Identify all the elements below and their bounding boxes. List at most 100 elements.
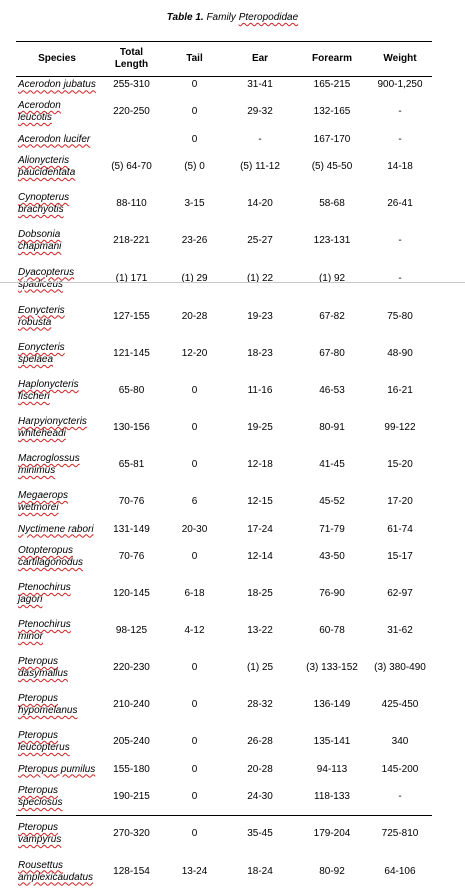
species-name-part: Pteropus pumilus xyxy=(18,763,96,775)
cell-tail: 6-18 xyxy=(184,588,205,599)
cell-weight: - xyxy=(398,272,402,284)
cell-tail: 0 xyxy=(191,828,198,839)
table-row: Pteropus vampyrus 270-320 0 35-45 179-204 725-… xyxy=(16,816,432,853)
measurements-table: Species Total Length Tail Ear Forearm We… xyxy=(16,41,432,891)
cell-species: Megaerops wetmorei xyxy=(16,484,98,521)
table-body: Acerodon jubatus 255-310 0 31-41 165-215 900-… xyxy=(16,77,432,891)
cell-tail: 4-12 xyxy=(184,625,205,636)
species-name-part: Otopteropus xyxy=(18,545,74,556)
species-name-part: leucotis xyxy=(18,112,52,123)
table-row: Acerodon jubatus 255-310 0 31-41 165-215 900-… xyxy=(16,77,432,94)
cell-tail: 0 xyxy=(191,551,198,562)
species-name-part: spadiceus xyxy=(18,278,64,290)
cell-forearm: 76-90 xyxy=(319,588,345,599)
cell-ear: 13-22 xyxy=(247,625,273,636)
cell-forearm: 71-79 xyxy=(319,523,345,535)
cell-total-length: 205-240 xyxy=(113,736,150,747)
cell-tail: 0 xyxy=(191,699,198,710)
cell-total-length: 130-156 xyxy=(113,422,150,433)
cell-species: Cynopterus brachyotis xyxy=(16,186,98,223)
cell-forearm: 67-82 xyxy=(319,310,345,322)
species-name-part: vampyrus xyxy=(18,834,62,845)
species-name-part: Ptenochirus xyxy=(18,582,71,593)
cell-tail: 13-24 xyxy=(181,865,208,877)
cell-weight: 900-1,250 xyxy=(377,79,423,91)
header-ear: Ear xyxy=(224,41,296,77)
cell-tail: (1) 29 xyxy=(181,272,208,284)
species-name-part: Cynopterus xyxy=(18,192,70,203)
cell-tail: 3-15 xyxy=(184,198,205,209)
cell-species: Pteropus pumilus xyxy=(16,761,98,779)
cell-forearm: 41-45 xyxy=(319,459,345,470)
cell-total-length: 190-215 xyxy=(113,791,150,802)
species-name-part: hypomelanus xyxy=(18,705,78,716)
cell-species: Pteropus vampyrus xyxy=(16,816,98,853)
cell-weight: 26-41 xyxy=(387,198,413,209)
cell-species: Acerodon jubatus xyxy=(16,77,98,94)
species-name-part: wetmorei xyxy=(18,502,59,513)
cell-forearm: (1) 92 xyxy=(318,272,346,284)
cell-forearm: 167-170 xyxy=(313,133,351,145)
cell-species: Rousettus amplexicaudatus xyxy=(16,853,98,891)
cell-species: Eonycteris spelaea xyxy=(16,336,98,373)
cell-forearm: 132-165 xyxy=(313,106,351,117)
cell-ear: (1) 25 xyxy=(246,662,274,673)
cell-tail: 20-30 xyxy=(181,523,208,535)
cell-species: Pteropus leucopterus xyxy=(16,724,98,761)
table-row: Pteropus dasymallus 220-230 0 (1) 25 (3) 133-… xyxy=(16,650,432,687)
bottom-rule xyxy=(16,815,432,816)
table-row: Harpyionycteris whiteheadi 130-156 0 19-25 80… xyxy=(16,410,432,447)
cell-weight: 99-122 xyxy=(384,422,416,433)
cell-ear: 24-30 xyxy=(247,791,273,802)
cell-forearm: 45-52 xyxy=(319,496,345,507)
cell-total-length: 218-221 xyxy=(113,235,150,246)
table-row: Megaerops wetmorei 70-76 6 12-15 45-52 17-20 xyxy=(16,484,432,521)
cell-species: Acerodon leucotis xyxy=(16,94,98,131)
cell-total-length: 120-145 xyxy=(113,588,150,599)
cell-total-length: 70-76 xyxy=(118,496,145,507)
cell-forearm: 135-141 xyxy=(313,736,351,747)
species-name-part: fischeri xyxy=(18,391,50,402)
cell-forearm: 80-92 xyxy=(319,865,345,877)
cell-tail: 12-20 xyxy=(181,348,208,359)
header-total-length: Total Length xyxy=(98,41,165,77)
cell-tail: 20-28 xyxy=(181,310,208,322)
cell-tail: 0 xyxy=(191,791,198,802)
cell-weight: 48-90 xyxy=(387,348,413,359)
cell-weight: 15-20 xyxy=(387,459,413,470)
cell-species: Eonycteris robusta xyxy=(16,298,98,336)
cell-weight: - xyxy=(398,133,402,145)
table-row: Eonycteris robusta 127-155 20-28 19-23 67-82 7… xyxy=(16,298,432,336)
species-name-part: Rousettus xyxy=(18,859,64,871)
cell-weight: 340 xyxy=(391,736,409,747)
cell-forearm: 123-131 xyxy=(313,235,351,246)
cell-ear: (1) 22 xyxy=(246,272,274,284)
species-name-part: Eonycteris xyxy=(18,304,65,316)
cell-forearm: (3) 133-152 xyxy=(306,662,358,673)
cell-total-length: 220-230 xyxy=(113,662,150,673)
cell-ear: 19-25 xyxy=(247,422,273,433)
cell-ear: 26-28 xyxy=(247,736,273,747)
table-row: Rousettus amplexicaudatus 128-154 13-24 18-2… xyxy=(16,853,432,891)
cell-total-length: 127-155 xyxy=(113,310,150,322)
species-name-part: brachyotis xyxy=(18,204,64,215)
cell-forearm: 60-78 xyxy=(319,625,345,636)
species-name-part: minimus xyxy=(18,465,56,476)
species-name-part: spelaea xyxy=(18,354,54,365)
table-row: Cynopterus brachyotis 88-110 3-15 14-20 58-68… xyxy=(16,186,432,223)
table-row: Alionycteris paucidentata (5) 64-70 (5) 0 (5… xyxy=(16,149,432,186)
cell-ear: 20-28 xyxy=(247,763,273,775)
cell-total-length: 121-145 xyxy=(113,348,150,359)
cell-species: Ptenochirus minor xyxy=(16,613,98,650)
cell-ear: 28-32 xyxy=(247,699,273,710)
cell-species: Dyacopterus spadiceus xyxy=(16,260,98,298)
species-name-part: Eonycteris xyxy=(18,342,65,353)
table-row: Dyacopterus spadiceus (1) 171 (1) 29 (1) 22 (… xyxy=(16,260,432,298)
cell-ear: 35-45 xyxy=(247,828,273,839)
cell-species: Harpyionycteris whiteheadi xyxy=(16,410,98,447)
cell-ear: 12-14 xyxy=(247,551,273,562)
cell-ear: 31-41 xyxy=(247,79,273,91)
cell-species: Haplonycteris fischeri xyxy=(16,373,98,410)
table-row: Acerodon leucotis 220-250 0 29-32 132-165 - xyxy=(16,94,432,131)
table-row: Acerodon lucifer 0 - 167-170 - xyxy=(16,131,432,149)
